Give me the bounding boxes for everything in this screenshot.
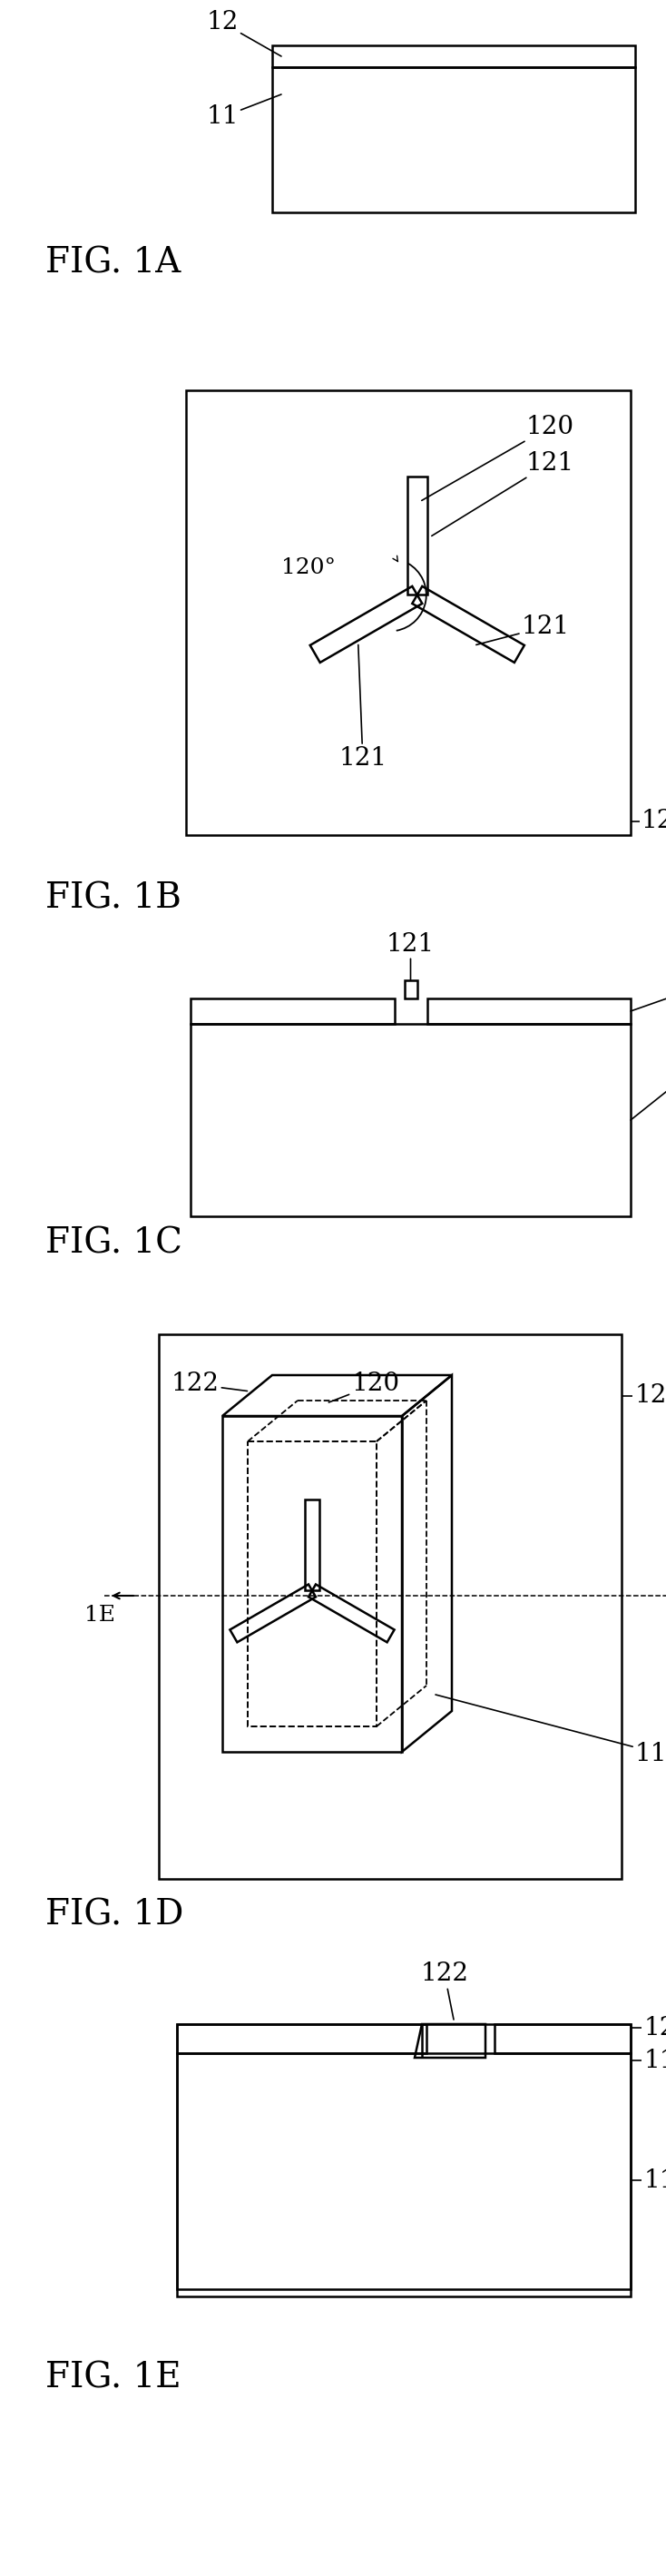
Text: 11: 11 bbox=[644, 2169, 666, 2192]
Text: 121: 121 bbox=[432, 451, 574, 536]
Bar bbox=[272, 46, 635, 67]
Bar bbox=[177, 2053, 631, 2290]
Bar bbox=[177, 2025, 426, 2053]
Bar bbox=[186, 392, 631, 835]
Text: 12: 12 bbox=[641, 809, 666, 835]
Bar bbox=[190, 1023, 631, 1216]
Text: 11: 11 bbox=[631, 1048, 666, 1121]
Bar bbox=[159, 1334, 621, 1878]
Text: 12: 12 bbox=[644, 2014, 666, 2040]
Text: 1E: 1E bbox=[85, 1605, 115, 1625]
Text: 12: 12 bbox=[206, 10, 281, 57]
Text: 110: 110 bbox=[436, 1695, 666, 1767]
Bar bbox=[427, 999, 631, 1023]
Text: FIG. 1E: FIG. 1E bbox=[45, 2362, 181, 2396]
Text: 120°: 120° bbox=[281, 556, 336, 577]
Text: 121: 121 bbox=[386, 933, 435, 981]
Text: 12: 12 bbox=[635, 1383, 666, 1409]
Bar bbox=[248, 1443, 376, 1726]
Bar bbox=[404, 981, 417, 999]
Text: 11: 11 bbox=[206, 95, 281, 129]
Text: 120: 120 bbox=[329, 1373, 400, 1401]
Text: 1E: 1E bbox=[665, 1605, 666, 1625]
Text: 110: 110 bbox=[644, 2048, 666, 2074]
Text: FIG. 1A: FIG. 1A bbox=[45, 247, 180, 281]
Text: 120: 120 bbox=[422, 415, 574, 500]
Text: FIG. 1D: FIG. 1D bbox=[45, 1899, 184, 1932]
Text: 12: 12 bbox=[631, 974, 666, 1012]
Bar bbox=[495, 2025, 631, 2053]
Text: 121: 121 bbox=[476, 616, 569, 644]
Bar bbox=[272, 67, 635, 211]
Text: 122: 122 bbox=[171, 1373, 247, 1396]
Text: 122: 122 bbox=[420, 1963, 469, 2020]
Bar bbox=[222, 1417, 402, 1752]
Text: 121: 121 bbox=[338, 644, 387, 770]
Bar bbox=[177, 2025, 631, 2295]
Bar bbox=[190, 999, 394, 1023]
Text: FIG. 1C: FIG. 1C bbox=[45, 1226, 182, 1260]
Text: FIG. 1B: FIG. 1B bbox=[45, 881, 181, 914]
